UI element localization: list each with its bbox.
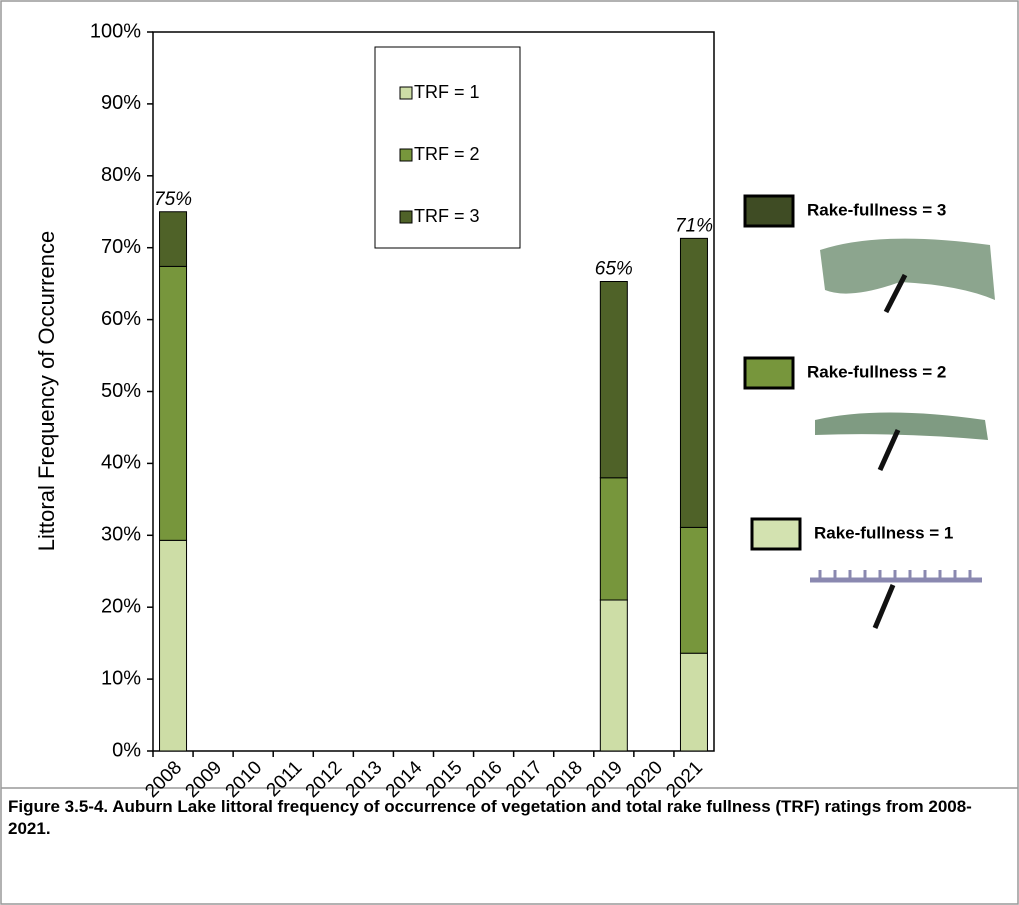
bar-segment (679, 652, 708, 752)
legend-swatch (399, 210, 413, 224)
y-tick-label: 100% (90, 20, 141, 42)
rake-icon-2 (815, 412, 988, 472)
y-axis-label: Littoral Frequency of Occurrence (34, 231, 59, 551)
y-tick-label: 40% (101, 452, 141, 474)
rake-label: Rake-fullness = 3 (807, 200, 946, 219)
y-tick-label: 10% (101, 667, 141, 689)
y-tick-label: 20% (101, 595, 141, 617)
total-label: 71% (675, 215, 713, 236)
total-label: 75% (154, 189, 192, 210)
rake-icon-1 (810, 570, 982, 629)
bar-segment (679, 526, 708, 654)
bar-segment (159, 265, 188, 541)
bar-segment (599, 599, 628, 752)
x-tick-label: 2011 (263, 757, 307, 801)
y-tick-label: 0% (112, 739, 141, 761)
legend-label: TRF = 1 (414, 82, 480, 102)
legend-box (374, 46, 521, 249)
y-tick-label: 70% (101, 236, 141, 258)
bar-segment (599, 477, 628, 601)
y-tick-label: 90% (101, 92, 141, 114)
y-tick-label: 30% (101, 524, 141, 546)
rake-swatch (750, 517, 802, 551)
legend-swatch (399, 148, 413, 162)
bar-segment (159, 211, 188, 267)
rake-label: Rake-fullness = 1 (814, 523, 953, 542)
bar-segment (599, 280, 628, 479)
y-tick-label: 80% (101, 164, 141, 186)
bar-segment (159, 539, 188, 752)
y-tick-label: 60% (101, 308, 141, 330)
legend-label: TRF = 2 (414, 144, 480, 164)
rake-swatch (743, 356, 795, 390)
caption: Figure 3.5-4. Auburn Lake littoral frequ… (8, 797, 972, 838)
rake-swatch (743, 194, 795, 228)
legend-label: TRF = 3 (414, 206, 480, 226)
rake-label: Rake-fullness = 2 (807, 362, 946, 381)
bar-segment (679, 237, 708, 528)
rake-icon-3 (820, 238, 995, 314)
y-tick-label: 50% (101, 380, 141, 402)
legend-swatch (399, 86, 413, 100)
total-label: 65% (595, 259, 633, 280)
